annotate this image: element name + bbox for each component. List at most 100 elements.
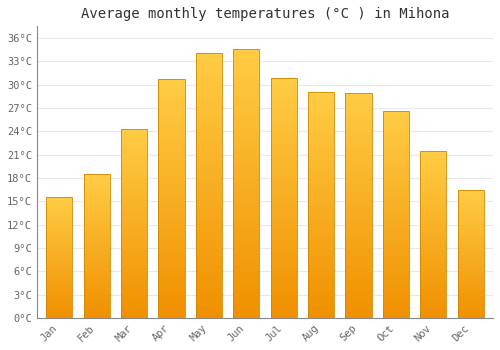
Bar [308, 138, 334, 139]
Bar [121, 189, 147, 190]
Bar [270, 90, 296, 92]
Bar [420, 240, 446, 241]
Bar [233, 304, 260, 306]
Bar [158, 84, 184, 85]
Bar [346, 122, 372, 124]
Bar [308, 276, 334, 277]
Bar [346, 218, 372, 219]
Bar [458, 263, 483, 264]
Bar [420, 197, 446, 198]
Bar [196, 173, 222, 174]
Bar [233, 237, 260, 238]
Bar [346, 306, 372, 307]
Bar [382, 316, 409, 317]
Bar [382, 177, 409, 178]
Bar [233, 232, 260, 233]
Bar [121, 161, 147, 162]
Bar [346, 240, 372, 241]
Bar [121, 213, 147, 214]
Bar [233, 99, 260, 100]
Bar [420, 257, 446, 258]
Bar [46, 310, 72, 311]
Bar [270, 139, 296, 141]
Bar [308, 123, 334, 124]
Bar [420, 260, 446, 261]
Bar [308, 267, 334, 268]
Bar [84, 189, 110, 190]
Bar [158, 309, 184, 311]
Bar [196, 304, 222, 306]
Bar [233, 214, 260, 216]
Bar [270, 264, 296, 265]
Bar [346, 248, 372, 249]
Bar [196, 281, 222, 282]
Bar [121, 250, 147, 251]
Bar [196, 109, 222, 110]
Bar [196, 182, 222, 183]
Bar [84, 214, 110, 215]
Bar [420, 162, 446, 163]
Bar [308, 173, 334, 174]
Bar [308, 254, 334, 255]
Bar [346, 224, 372, 225]
Bar [158, 292, 184, 293]
Bar [346, 251, 372, 252]
Bar [158, 132, 184, 133]
Bar [382, 289, 409, 290]
Bar [121, 159, 147, 160]
Bar [420, 303, 446, 304]
Bar [196, 219, 222, 220]
Bar [121, 162, 147, 163]
Bar [121, 164, 147, 165]
Bar [121, 149, 147, 150]
Bar [233, 69, 260, 70]
Bar [382, 138, 409, 139]
Bar [420, 281, 446, 282]
Bar [270, 99, 296, 100]
Bar [346, 301, 372, 302]
Bar [196, 71, 222, 72]
Bar [233, 134, 260, 135]
Bar [46, 231, 72, 232]
Bar [420, 251, 446, 252]
Bar [308, 107, 334, 108]
Bar [158, 213, 184, 214]
Bar [233, 65, 260, 66]
Bar [308, 139, 334, 140]
Bar [270, 164, 296, 166]
Bar [308, 264, 334, 265]
Bar [308, 102, 334, 103]
Bar [84, 290, 110, 291]
Bar [420, 299, 446, 300]
Bar [382, 236, 409, 237]
Bar [121, 198, 147, 199]
Bar [196, 290, 222, 292]
Bar [158, 201, 184, 202]
Bar [420, 268, 446, 269]
Bar [346, 105, 372, 107]
Bar [382, 219, 409, 220]
Bar [308, 316, 334, 317]
Bar [270, 142, 296, 143]
Bar [233, 143, 260, 144]
Bar [233, 315, 260, 316]
Bar [121, 271, 147, 272]
Bar [196, 108, 222, 109]
Bar [382, 240, 409, 241]
Bar [196, 122, 222, 124]
Bar [196, 289, 222, 290]
Bar [346, 275, 372, 276]
Bar [158, 103, 184, 104]
Bar [270, 259, 296, 260]
Bar [121, 296, 147, 297]
Bar [233, 195, 260, 197]
Bar [158, 102, 184, 103]
Bar [270, 283, 296, 284]
Bar [46, 291, 72, 292]
Bar [233, 158, 260, 159]
Bar [308, 166, 334, 167]
Bar [46, 198, 72, 199]
Bar [382, 196, 409, 197]
Bar [420, 301, 446, 302]
Bar [233, 292, 260, 294]
